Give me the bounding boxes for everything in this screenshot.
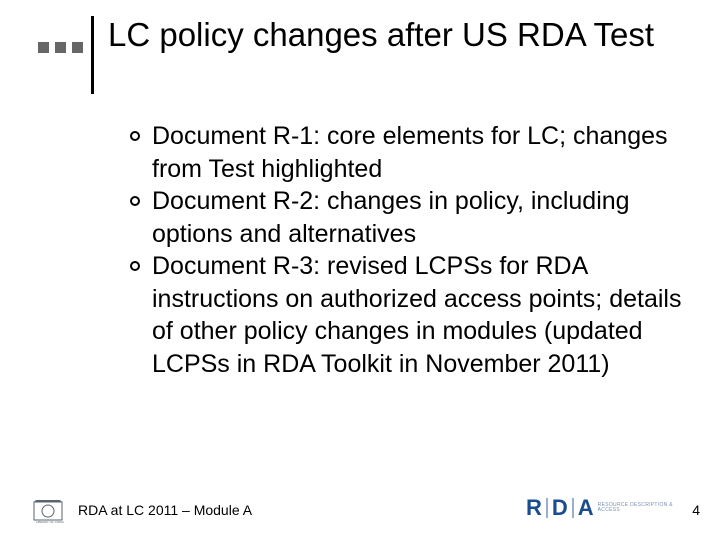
bullet-list: Document R-1: core elements for LC; chan… xyxy=(130,120,690,380)
decorative-dots xyxy=(38,42,83,53)
bullet-icon xyxy=(130,261,140,271)
bullet-text: Document R-3: revised LCPSs for RDA inst… xyxy=(152,250,690,380)
rda-subtitle: RESOURCE DESCRIPTION & ACCESS xyxy=(598,503,676,513)
dot-icon xyxy=(38,42,49,53)
rda-separator xyxy=(546,498,548,518)
bullet-text: Document R-1: core elements for LC; chan… xyxy=(152,120,690,185)
dot-icon xyxy=(55,42,66,53)
rda-logo: R D A RESOURCE DESCRIPTION & ACCESS xyxy=(526,494,676,522)
bullet-text: Document R-2: changes in policy, includi… xyxy=(152,185,690,250)
rda-letters: R D A xyxy=(526,495,594,521)
list-item: Document R-2: changes in policy, includi… xyxy=(130,185,690,250)
rda-separator xyxy=(572,498,574,518)
footer-label: RDA at LC 2011 – Module A xyxy=(78,502,252,518)
dot-icon xyxy=(72,42,83,53)
rda-letter-r: R xyxy=(526,495,542,521)
page-number: 4 xyxy=(692,502,700,518)
loc-logo-icon: LIBRARY OF CONGRESS xyxy=(32,496,64,524)
svg-text:LIBRARY OF CONGRESS: LIBRARY OF CONGRESS xyxy=(36,520,64,524)
bullet-icon xyxy=(130,131,140,141)
vertical-divider xyxy=(91,16,94,94)
rda-letter-d: D xyxy=(552,495,568,521)
slide-title: LC policy changes after US RDA Test xyxy=(108,16,654,54)
list-item: Document R-1: core elements for LC; chan… xyxy=(130,120,690,185)
footer: LIBRARY OF CONGRESS RDA at LC 2011 – Mod… xyxy=(0,488,720,528)
list-item: Document R-3: revised LCPSs for RDA inst… xyxy=(130,250,690,380)
bullet-icon xyxy=(130,196,140,206)
rda-letter-a: A xyxy=(578,495,594,521)
header: LC policy changes after US RDA Test xyxy=(38,16,654,94)
